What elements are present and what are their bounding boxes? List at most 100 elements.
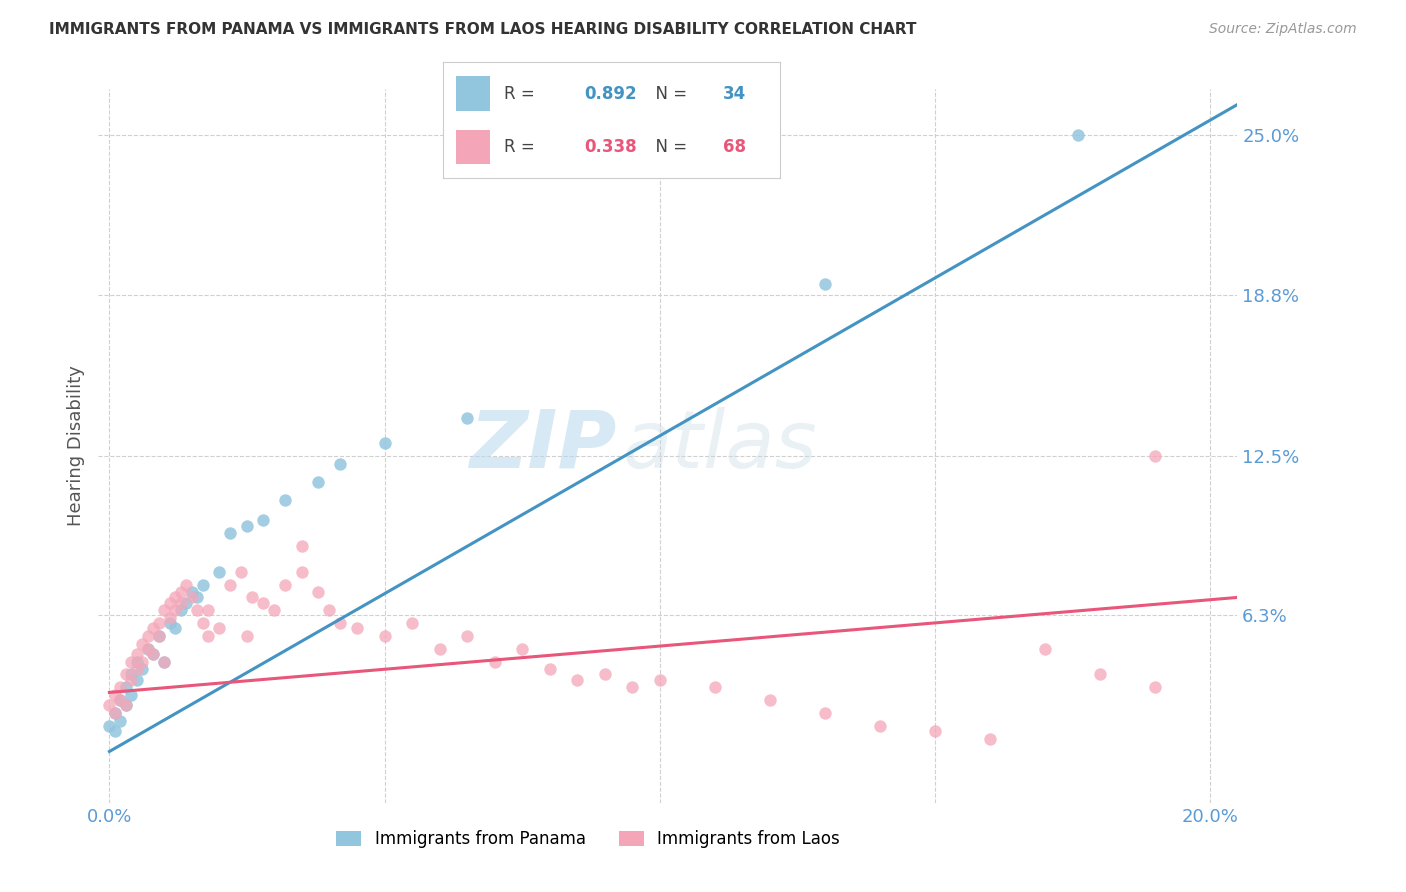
Point <box>136 641 159 656</box>
Point <box>136 629 159 643</box>
Point <box>159 616 181 631</box>
Point <box>252 513 274 527</box>
Point <box>538 662 561 676</box>
Point <box>429 641 451 656</box>
Point <box>373 629 395 643</box>
Point <box>814 706 837 720</box>
Point <box>308 475 330 489</box>
Point <box>1033 641 1056 656</box>
Point <box>621 681 644 695</box>
Point <box>924 723 946 738</box>
Point <box>274 577 297 591</box>
Point <box>758 693 780 707</box>
Point <box>197 603 219 617</box>
Point <box>125 673 148 687</box>
Point <box>104 723 127 738</box>
Point <box>869 719 891 733</box>
Point <box>120 655 142 669</box>
Point <box>125 647 148 661</box>
Point <box>236 629 259 643</box>
Point <box>291 565 314 579</box>
Point <box>373 436 395 450</box>
Point <box>153 603 176 617</box>
Text: R =: R = <box>503 85 540 103</box>
Point <box>565 673 588 687</box>
Point <box>110 681 132 695</box>
Point <box>115 698 138 713</box>
Point <box>98 698 121 713</box>
Point <box>170 585 193 599</box>
Point <box>191 616 214 631</box>
Text: IMMIGRANTS FROM PANAMA VS IMMIGRANTS FROM LAOS HEARING DISABILITY CORRELATION CH: IMMIGRANTS FROM PANAMA VS IMMIGRANTS FRO… <box>49 22 917 37</box>
Text: 68: 68 <box>723 138 747 156</box>
Y-axis label: Hearing Disability: Hearing Disability <box>66 366 84 526</box>
Point <box>181 585 204 599</box>
Point <box>131 637 153 651</box>
Point <box>456 629 478 643</box>
Point <box>242 591 264 605</box>
Point <box>165 621 187 635</box>
Point <box>1143 681 1166 695</box>
Bar <box>457 77 491 112</box>
Point <box>291 539 314 553</box>
Point <box>252 596 274 610</box>
Point <box>1143 450 1166 464</box>
Point <box>120 667 142 681</box>
Point <box>131 662 153 676</box>
Point <box>120 688 142 702</box>
Point <box>484 655 506 669</box>
Point <box>329 457 352 471</box>
Point <box>648 673 671 687</box>
Point <box>110 714 132 728</box>
Text: Source: ZipAtlas.com: Source: ZipAtlas.com <box>1209 22 1357 37</box>
Point <box>191 577 214 591</box>
Point <box>186 603 208 617</box>
Point <box>979 731 1001 746</box>
Text: 34: 34 <box>723 85 747 103</box>
Point <box>456 410 478 425</box>
Text: 0.892: 0.892 <box>585 85 637 103</box>
Text: ZIP: ZIP <box>470 407 617 485</box>
Text: R =: R = <box>503 138 540 156</box>
Point <box>142 647 165 661</box>
Legend: Immigrants from Panama, Immigrants from Laos: Immigrants from Panama, Immigrants from … <box>329 824 846 855</box>
Point <box>148 629 170 643</box>
Point <box>148 629 170 643</box>
Point <box>159 611 181 625</box>
Point <box>231 565 253 579</box>
Point <box>115 667 138 681</box>
Text: 0.338: 0.338 <box>585 138 637 156</box>
Point <box>181 591 204 605</box>
Point <box>159 596 181 610</box>
Point <box>308 585 330 599</box>
Point <box>197 629 219 643</box>
Point <box>148 616 170 631</box>
Point <box>186 591 208 605</box>
Point <box>219 526 242 541</box>
Point <box>703 681 725 695</box>
Point <box>153 655 176 669</box>
Point <box>236 518 259 533</box>
Point <box>115 698 138 713</box>
Point <box>104 706 127 720</box>
Point <box>318 603 340 617</box>
Point <box>510 641 533 656</box>
Text: atlas: atlas <box>623 407 817 485</box>
Point <box>219 577 242 591</box>
Point <box>176 596 198 610</box>
Point <box>136 641 159 656</box>
Bar <box>457 129 491 164</box>
Point <box>110 693 132 707</box>
Point <box>274 492 297 507</box>
Point <box>110 693 132 707</box>
Point <box>176 577 198 591</box>
Point <box>125 662 148 676</box>
Point <box>153 655 176 669</box>
Point <box>263 603 285 617</box>
Point <box>104 688 127 702</box>
Point <box>329 616 352 631</box>
Point <box>115 681 138 695</box>
Point <box>170 596 193 610</box>
Point <box>208 565 231 579</box>
Point <box>120 673 142 687</box>
